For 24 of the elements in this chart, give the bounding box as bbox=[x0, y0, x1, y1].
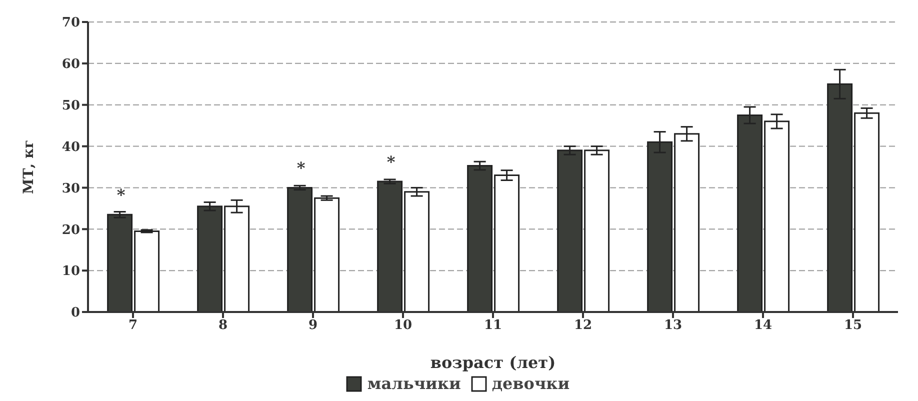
y-tick-label: 0 bbox=[70, 306, 80, 321]
x-axis-title: возраст (лет) bbox=[430, 353, 556, 372]
x-tick-label: 9 bbox=[308, 318, 318, 334]
y-tick-label: 20 bbox=[62, 222, 80, 238]
annotation: * bbox=[296, 158, 306, 178]
y-tick-label: 30 bbox=[62, 181, 80, 196]
y-tick-label: 70 bbox=[62, 16, 80, 31]
x-tick-label: 8 bbox=[218, 318, 228, 334]
annotation: * bbox=[386, 152, 396, 172]
annotation: * bbox=[116, 186, 126, 205]
x-tick-label: 13 bbox=[664, 318, 682, 334]
legend-label: девочки bbox=[490, 374, 570, 393]
x-tick-label: 14 bbox=[754, 318, 772, 334]
y-tick-label: 50 bbox=[62, 98, 80, 114]
y-tick-label: 10 bbox=[62, 264, 80, 280]
x-tick-label: 10 bbox=[394, 318, 412, 334]
x-tick-label: 15 bbox=[844, 318, 862, 334]
y-tick-label: 60 bbox=[62, 57, 80, 72]
legend-label: мальчики bbox=[366, 374, 461, 393]
y-axis-title: МТ, кг bbox=[20, 140, 37, 194]
x-tick-label: 11 bbox=[484, 318, 502, 334]
y-tick-label: 40 bbox=[62, 140, 80, 155]
x-tick-label: 7 bbox=[128, 318, 138, 334]
x-tick-label: 12 bbox=[574, 318, 592, 334]
